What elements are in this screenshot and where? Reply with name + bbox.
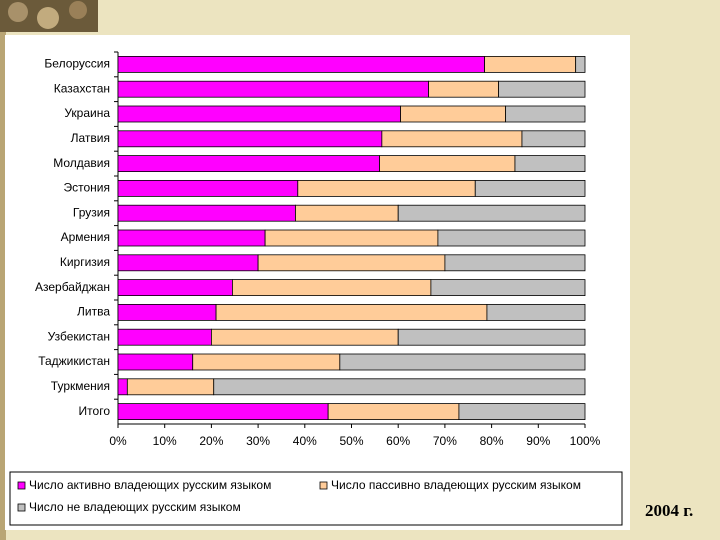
bar-segment — [117, 130, 383, 148]
bar-segment — [437, 229, 586, 247]
x-tick-label: 60% — [386, 434, 410, 448]
bar-segment — [117, 56, 485, 73]
bar-segment — [117, 229, 266, 247]
legend-label: Число активно владеющих русским языком — [29, 478, 271, 492]
bar-segment — [117, 378, 128, 396]
bar-segment — [575, 56, 586, 73]
x-tick-label: 100% — [570, 434, 601, 448]
bar-segment — [192, 353, 341, 371]
slide-edge — [0, 0, 6, 540]
x-tick-label: 80% — [480, 434, 504, 448]
legend-swatch — [17, 503, 26, 512]
bar-segment — [514, 155, 586, 173]
legend-label: Число не владеющих русским языком — [29, 500, 241, 514]
decor-image — [0, 0, 98, 32]
x-tick-label: 20% — [199, 434, 223, 448]
y-tick-label: Грузия — [73, 205, 110, 219]
bar-segment — [474, 179, 586, 197]
y-tick-label: Армения — [61, 230, 110, 244]
y-tick-label: Латвия — [71, 131, 110, 145]
bar-segment — [428, 80, 500, 98]
bar-segment — [117, 328, 212, 346]
bar-segment — [327, 403, 460, 421]
bar-segment — [117, 179, 299, 197]
bar-segment — [484, 56, 577, 73]
y-tick-label: Литва — [77, 305, 110, 319]
bar-segment — [521, 130, 586, 148]
bar-segment — [430, 279, 586, 297]
bar-segment — [117, 204, 296, 222]
bar-segment — [297, 179, 476, 197]
bar-segment — [117, 353, 194, 371]
bar-segment — [379, 155, 516, 173]
legend-box — [9, 471, 623, 526]
y-tick-label: Украина — [64, 106, 110, 120]
bar-segment — [117, 303, 217, 321]
legend-swatch — [319, 481, 328, 490]
legend-label: Число пассивно владеющих русским языком — [331, 478, 581, 492]
bar-segment — [117, 403, 329, 421]
bar-segment — [498, 80, 586, 98]
bar-segment — [117, 155, 380, 173]
x-tick-label: 0% — [109, 434, 127, 448]
bar-segment — [117, 254, 259, 272]
x-tick-label: 90% — [526, 434, 550, 448]
bar-segment — [117, 105, 401, 123]
bar-segment — [486, 303, 586, 321]
y-tick-label: Киргизия — [60, 255, 110, 269]
bar-segment — [257, 254, 446, 272]
bar-segment — [458, 403, 586, 421]
y-tick-label: Туркмения — [51, 379, 110, 393]
bar-segment — [381, 130, 523, 148]
bar-segment — [444, 254, 586, 272]
bar-segment — [215, 303, 488, 321]
y-tick-label: Итого — [79, 404, 111, 418]
y-tick-label: Молдавия — [53, 156, 110, 170]
bar-segment — [232, 279, 432, 297]
bar-segment — [117, 279, 233, 297]
x-tick-label: 40% — [293, 434, 317, 448]
y-tick-label: Азербайджан — [35, 280, 110, 294]
bar-segment — [295, 204, 399, 222]
bar-segment — [400, 105, 507, 123]
y-tick-label: Эстония — [64, 181, 111, 195]
bar-segment — [117, 80, 429, 98]
bar-segment — [339, 353, 586, 371]
bar-segment — [505, 105, 586, 123]
y-tick-label: Казахстан — [54, 81, 110, 95]
legend-swatch — [17, 481, 26, 490]
bar-segment — [126, 378, 215, 396]
x-tick-label: 50% — [339, 434, 363, 448]
bar-segment — [397, 328, 586, 346]
x-tick-label: 30% — [246, 434, 270, 448]
y-tick-label: Таджикистан — [38, 354, 110, 368]
bar-segment — [213, 378, 586, 396]
y-tick-label: Узбекистан — [48, 329, 110, 343]
bar-segment — [210, 328, 399, 346]
bar-segment — [397, 204, 586, 222]
x-tick-label: 70% — [433, 434, 457, 448]
x-tick-label: 10% — [153, 434, 177, 448]
annotation: 2004 г. — [645, 501, 693, 520]
bar-segment — [264, 229, 439, 247]
y-tick-label: Белоруссия — [44, 57, 110, 71]
